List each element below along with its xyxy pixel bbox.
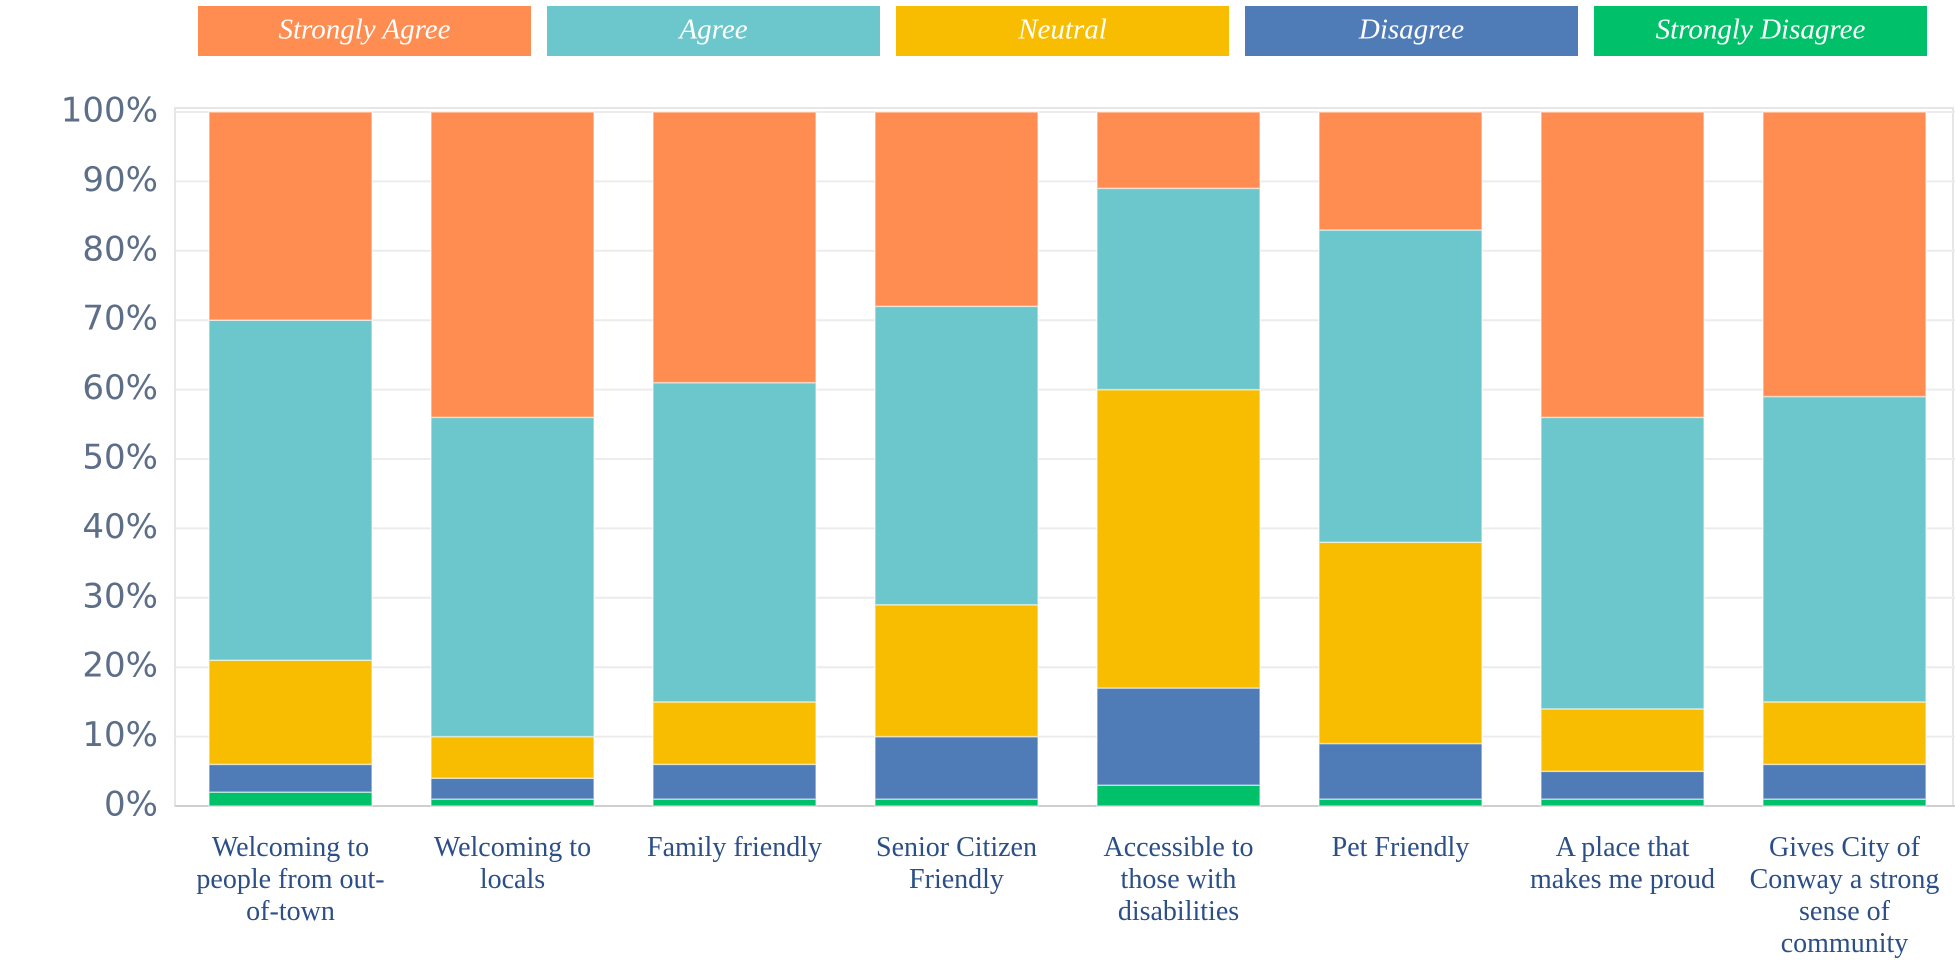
bar-segment — [1762, 395, 1927, 703]
bar-segment — [1762, 798, 1927, 807]
bar-segment — [1540, 416, 1705, 710]
bar-segment — [1540, 770, 1705, 800]
x-tick-label: Accessible to those with disabilities — [1103, 832, 1254, 927]
bar-segment — [1096, 687, 1261, 786]
bar-segment — [1096, 388, 1261, 689]
legend-swatch — [198, 6, 531, 56]
bar-segment — [1096, 187, 1261, 391]
bar-segment — [1318, 229, 1483, 544]
bar-segment — [874, 735, 1039, 800]
legend-label: Strongly Agree — [278, 14, 450, 46]
bar-segment — [1318, 111, 1483, 231]
bar-segment — [430, 735, 595, 779]
x-tick-label: Senior Citizen Friendly — [876, 832, 1037, 895]
bar-segment — [874, 111, 1039, 308]
bar-segment — [652, 701, 817, 766]
bar-segment — [1540, 798, 1705, 807]
y-tick-label: 60% — [82, 368, 158, 408]
bar-segment — [1318, 742, 1483, 800]
y-tick-label: 40% — [82, 507, 158, 547]
bar-segment — [208, 319, 373, 662]
x-tick-label: Welcoming to people from out-of-town — [196, 832, 385, 927]
bar-segment — [208, 111, 373, 321]
y-tick-label: 100% — [61, 91, 158, 131]
bar-segment — [874, 798, 1039, 807]
legend-swatch — [547, 6, 880, 56]
bar-segment — [1096, 784, 1261, 807]
bar-segment — [1096, 111, 1261, 190]
x-tick-label: Family friendly — [647, 832, 822, 863]
legend-label: Neutral — [1017, 14, 1107, 46]
x-tick-label: Gives City of Conway a strong sense of c… — [1749, 832, 1940, 959]
legend-swatch — [1245, 6, 1578, 56]
bar-segment — [1318, 541, 1483, 745]
bar-segment — [208, 791, 373, 807]
y-tick-label: 10% — [82, 715, 158, 755]
bar-segment — [652, 111, 817, 384]
bar-segment — [874, 603, 1039, 738]
x-tick-label: Welcoming to locals — [433, 832, 592, 895]
legend-label: Agree — [677, 14, 747, 46]
y-tick-label: 20% — [82, 646, 158, 686]
bar-segment — [1762, 111, 1927, 398]
legend-label: Disagree — [1358, 14, 1464, 46]
x-tick-label: Pet Friendly — [1331, 832, 1470, 863]
x-tick-label: A place that makes me proud — [1529, 832, 1716, 895]
bar-segment — [652, 763, 817, 800]
bar-segment — [874, 305, 1039, 606]
y-tick-label: 0% — [104, 785, 158, 825]
legend-label: Strongly Disagree — [1656, 14, 1866, 46]
y-tick-label: 50% — [82, 438, 158, 478]
y-tick-label: 90% — [82, 160, 158, 200]
bar-segment — [430, 798, 595, 807]
legend-swatch — [1594, 6, 1927, 56]
legend-swatch — [896, 6, 1229, 56]
bar-segment — [1318, 798, 1483, 807]
bar-segment — [208, 659, 373, 766]
bar-segment — [1540, 111, 1705, 419]
y-tick-label: 70% — [82, 299, 158, 339]
bar-segment — [1762, 701, 1927, 766]
bar-segment — [652, 381, 817, 703]
bar-segment — [652, 798, 817, 807]
bar-segment — [430, 111, 595, 419]
bar-segment — [208, 763, 373, 793]
bar-segment — [1762, 763, 1927, 800]
y-tick-label: 80% — [82, 229, 158, 269]
bar-segment — [430, 777, 595, 800]
bar-segment — [430, 416, 595, 738]
y-tick-label: 30% — [82, 576, 158, 616]
bar-segment — [1540, 708, 1705, 773]
